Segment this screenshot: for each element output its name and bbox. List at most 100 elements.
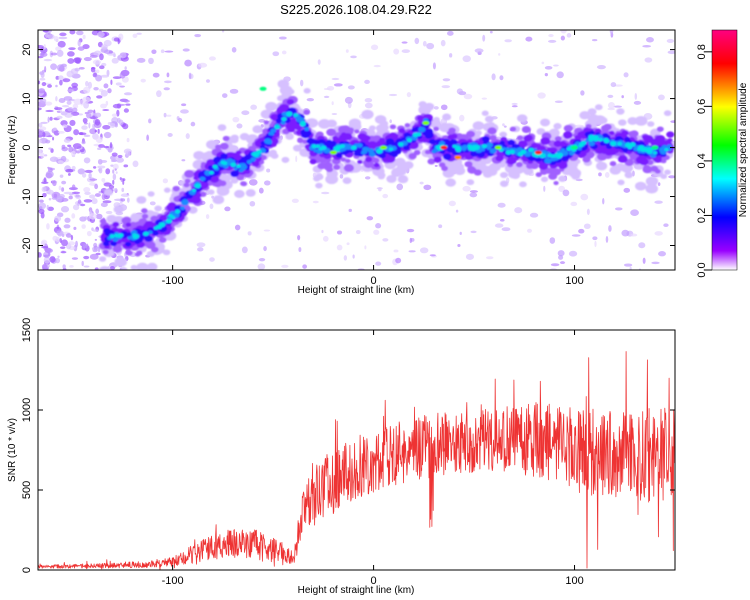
spectrogram-ridge-blob [154,205,162,212]
spectrogram-noise-blob [370,44,379,51]
spectrogram-ridge-blob [204,170,211,175]
spectrogram-noise-blob [152,72,160,78]
spectrogram-ridge-blob [274,125,280,130]
spectrogram-noise-blob [85,80,89,87]
spectrogram-noise-blob [610,82,617,88]
spectrogram-noise-blob [74,67,80,72]
spectrogram-noise-blob [317,59,321,65]
spectrogram-noise-blob [71,82,79,88]
colorbar-frame [711,29,738,271]
spectrogram-noise-blob [76,30,84,36]
spectrogram-noise-blob [102,109,110,112]
spectrogram-ridge-blob [240,181,247,187]
spectrogram-ridge-blob [587,108,597,116]
spectrogram-ridge-blob [136,262,149,270]
snr-series-line [38,351,675,570]
spectrogram-noise-blob [38,202,47,210]
spectrogram-ridge-blob [313,149,318,153]
spectrogram-noise-blob [55,84,58,88]
spectrogram-noise-blob [455,209,459,213]
spectrogram-noise-blob [81,260,84,267]
spectrogram-noise-blob [53,127,57,132]
spectrogram-ridge-blob [646,147,654,153]
spectrogram-ridge-blob [528,147,534,153]
spectrogram-ridge-blob [103,188,113,196]
spectrogram-ridge-blob [519,181,527,188]
spectrogram-noise-blob [474,48,484,53]
spectrogram-noise-blob [115,157,124,163]
spectrogram-noise-blob [278,36,287,40]
spectrogram-noise-blob [62,264,66,269]
spectrogram-y-tick-label: 20 [21,43,33,55]
spectrogram-noise-blob [547,39,557,43]
spectrogram-noise-blob [373,64,381,68]
spectrogram-noise-blob [82,117,88,124]
spectrogram-ridge-blob [159,236,166,242]
spectrogram-noise-blob [608,225,612,232]
spectrogram-noise-blob [68,146,74,153]
spectrogram-noise-blob [61,146,69,152]
spectrogram-ridge-blob [645,176,659,187]
spectrogram-noise-blob [209,257,215,262]
spectrogram-ridge-blob [439,149,446,154]
spectrogram-noise-blob [598,172,602,177]
spectrogram-ridge-blob [184,170,195,178]
spectrogram-noise-blob [83,199,93,203]
spectrogram-peak-blob [534,150,542,155]
spectrogram-ridge-blob [521,126,531,134]
spectrogram-ridge-blob [499,140,505,146]
spectrogram-noise-blob [66,100,72,105]
spectrogram-noise-blob [401,49,411,54]
spectrogram-noise-blob [111,152,118,157]
spectrogram-ridge-blob [428,139,436,145]
spectrogram-noise-blob [149,201,156,206]
spectrogram-noise-blob [119,71,126,79]
spectrogram-noise-blob [393,249,399,253]
spectrogram-ridge-blob [371,152,376,157]
spectrogram-peak-blob [440,145,448,150]
spectrogram-ridge-blob [174,209,181,214]
spectrogram-noise-blob [151,49,157,55]
spectrogram-noise-blob [56,64,65,71]
spectrogram-ridge-blob [554,136,562,142]
spectrogram-noise-blob [323,95,330,99]
spectrogram-ridge-blob [177,217,184,222]
spectrogram-noise-blob [83,255,90,260]
spectrogram-noise-blob [426,42,435,50]
spectrogram-ridge-blob [617,155,628,163]
spectrogram-noise-blob [64,112,73,118]
spectrogram-noise-blob [86,111,92,119]
spectrogram-noise-blob [83,157,91,164]
spectrogram-noise-blob [550,263,560,267]
spectrogram-ridge-blob [373,162,380,168]
spectrogram-ridge-blob [484,115,494,123]
spectrogram-ridge-blob [263,120,270,125]
spectrogram-noise-blob [448,200,456,207]
spectrogram-noise-blob [115,171,118,175]
spectrogram-noise-blob [40,121,48,124]
spectrogram-ridge-blob [136,196,147,204]
spectrogram-noise-blob [623,72,629,78]
spectrogram-noise-blob [406,228,415,233]
snr-y-tick-label: 0 [21,567,33,573]
spectrogram-noise-blob [560,35,565,41]
spectrogram-noise-blob [57,160,64,165]
spectrogram-noise-blob [605,235,609,243]
spectrogram-noise-blob [489,30,493,34]
spectrogram-ridge-blob [531,142,539,149]
spectrogram-noise-blob [102,124,111,130]
spectrogram-noise-blob [438,224,443,229]
spectrogram-ridge-blob [326,128,337,137]
spectrogram-ridge-blob [230,159,236,164]
spectrogram-peak-blob [571,145,579,150]
spectrogram-noise-blob [43,256,51,264]
spectrogram-noise-blob [41,245,49,249]
spectrogram-noise-blob [250,104,258,110]
spectrogram-ridge-blob [629,142,636,147]
spectrogram-noise-blob [181,103,187,107]
spectrogram-noise-blob [364,176,371,180]
spectrogram-noise-blob [281,264,289,268]
spectrogram-ridge-blob [191,196,201,204]
spectrogram-noise-blob [125,150,131,156]
